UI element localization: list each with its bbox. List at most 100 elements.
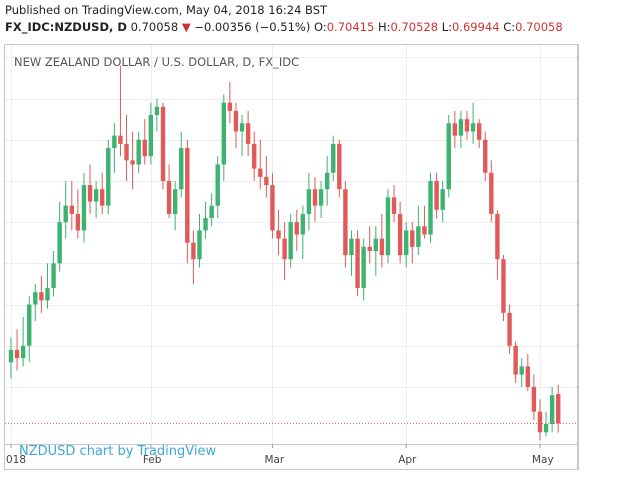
candle[interactable] xyxy=(531,374,537,420)
candle[interactable] xyxy=(543,411,549,437)
candle[interactable] xyxy=(276,209,281,256)
candle[interactable] xyxy=(306,172,312,231)
candle[interactable] xyxy=(349,230,354,276)
candle[interactable] xyxy=(14,329,20,371)
candle[interactable] xyxy=(331,135,336,181)
candle[interactable] xyxy=(282,222,287,280)
candle[interactable] xyxy=(549,386,555,433)
candle-body xyxy=(197,230,202,260)
candle[interactable] xyxy=(33,283,38,322)
candle[interactable] xyxy=(27,296,32,363)
candle[interactable] xyxy=(142,119,147,165)
candle[interactable] xyxy=(458,110,464,149)
candle[interactable] xyxy=(215,156,220,219)
candle[interactable] xyxy=(252,131,257,181)
candle[interactable] xyxy=(172,180,178,231)
candle[interactable] xyxy=(270,172,275,239)
candle[interactable] xyxy=(446,115,451,198)
candle[interactable] xyxy=(233,102,239,149)
candle[interactable] xyxy=(81,172,87,243)
candle[interactable] xyxy=(179,131,184,198)
candle[interactable] xyxy=(197,213,202,268)
candle[interactable] xyxy=(69,180,74,231)
candle[interactable] xyxy=(312,176,318,223)
candle[interactable] xyxy=(264,156,269,198)
candle[interactable] xyxy=(470,102,476,144)
candle[interactable] xyxy=(130,131,135,190)
candle[interactable] xyxy=(391,185,397,223)
candle[interactable] xyxy=(300,205,306,260)
candle[interactable] xyxy=(422,205,427,239)
chart-area[interactable]: 0.745000.740000.735000.730000.725000.720… xyxy=(4,44,579,470)
candle-body xyxy=(185,148,190,243)
candle[interactable] xyxy=(404,222,409,268)
candle[interactable] xyxy=(112,123,117,173)
candle[interactable] xyxy=(221,94,226,181)
candle[interactable] xyxy=(337,139,342,198)
candle[interactable] xyxy=(343,180,348,268)
candle[interactable] xyxy=(483,131,488,181)
candle[interactable] xyxy=(191,230,196,284)
candle[interactable] xyxy=(537,399,543,441)
candle[interactable] xyxy=(489,160,494,223)
candle[interactable] xyxy=(324,156,330,206)
symbol-label: FX_IDC:NZDUSD, D xyxy=(5,20,127,34)
candle[interactable] xyxy=(166,164,172,219)
candle[interactable] xyxy=(464,110,470,140)
candle[interactable] xyxy=(245,110,251,157)
candlestick-chart[interactable]: 0.745000.740000.735000.730000.725000.720… xyxy=(5,45,578,469)
candle[interactable] xyxy=(39,275,44,313)
candle[interactable] xyxy=(373,226,378,276)
candle[interactable] xyxy=(20,316,26,367)
candle[interactable] xyxy=(124,115,129,181)
candle[interactable] xyxy=(428,172,433,243)
candle-body xyxy=(215,164,220,206)
candle[interactable] xyxy=(379,213,385,268)
candle[interactable] xyxy=(106,139,111,214)
candle[interactable] xyxy=(45,263,50,309)
candle[interactable] xyxy=(227,82,233,124)
candle[interactable] xyxy=(154,98,160,132)
candle[interactable] xyxy=(185,139,190,264)
candle[interactable] xyxy=(8,337,14,379)
candle[interactable] xyxy=(258,139,263,190)
candle[interactable] xyxy=(434,172,439,219)
candle[interactable] xyxy=(63,180,68,239)
candle[interactable] xyxy=(209,193,214,227)
candle[interactable] xyxy=(513,341,518,383)
candle[interactable] xyxy=(87,164,93,214)
candle[interactable] xyxy=(410,222,415,264)
candle[interactable] xyxy=(361,238,366,301)
candle[interactable] xyxy=(239,115,245,157)
candle[interactable] xyxy=(318,180,324,219)
candle[interactable] xyxy=(495,209,500,280)
candle[interactable] xyxy=(100,172,105,214)
candle[interactable] xyxy=(385,189,391,264)
candle[interactable] xyxy=(476,119,482,149)
price-change: −0.00356 (−0.51%) xyxy=(194,20,311,34)
candle[interactable] xyxy=(556,384,561,433)
candle[interactable] xyxy=(355,230,360,297)
candle[interactable] xyxy=(294,209,299,252)
candle[interactable] xyxy=(203,201,208,239)
candle[interactable] xyxy=(519,358,524,387)
candle[interactable] xyxy=(57,201,62,272)
candle[interactable] xyxy=(148,102,154,165)
candle-body xyxy=(81,185,87,231)
candle[interactable] xyxy=(160,102,166,190)
candle[interactable] xyxy=(525,354,530,392)
candle[interactable] xyxy=(507,304,512,355)
candle[interactable] xyxy=(367,226,372,264)
candle[interactable] xyxy=(51,251,56,297)
candle[interactable] xyxy=(118,65,123,157)
candle[interactable] xyxy=(75,189,81,239)
candle[interactable] xyxy=(136,131,141,173)
candle[interactable] xyxy=(452,110,458,149)
candle[interactable] xyxy=(501,255,506,322)
candle[interactable] xyxy=(288,213,293,268)
candle[interactable] xyxy=(440,180,445,223)
candle[interactable] xyxy=(397,201,403,264)
candle[interactable] xyxy=(93,180,99,219)
candle-body xyxy=(191,242,196,260)
candle[interactable] xyxy=(416,205,421,256)
